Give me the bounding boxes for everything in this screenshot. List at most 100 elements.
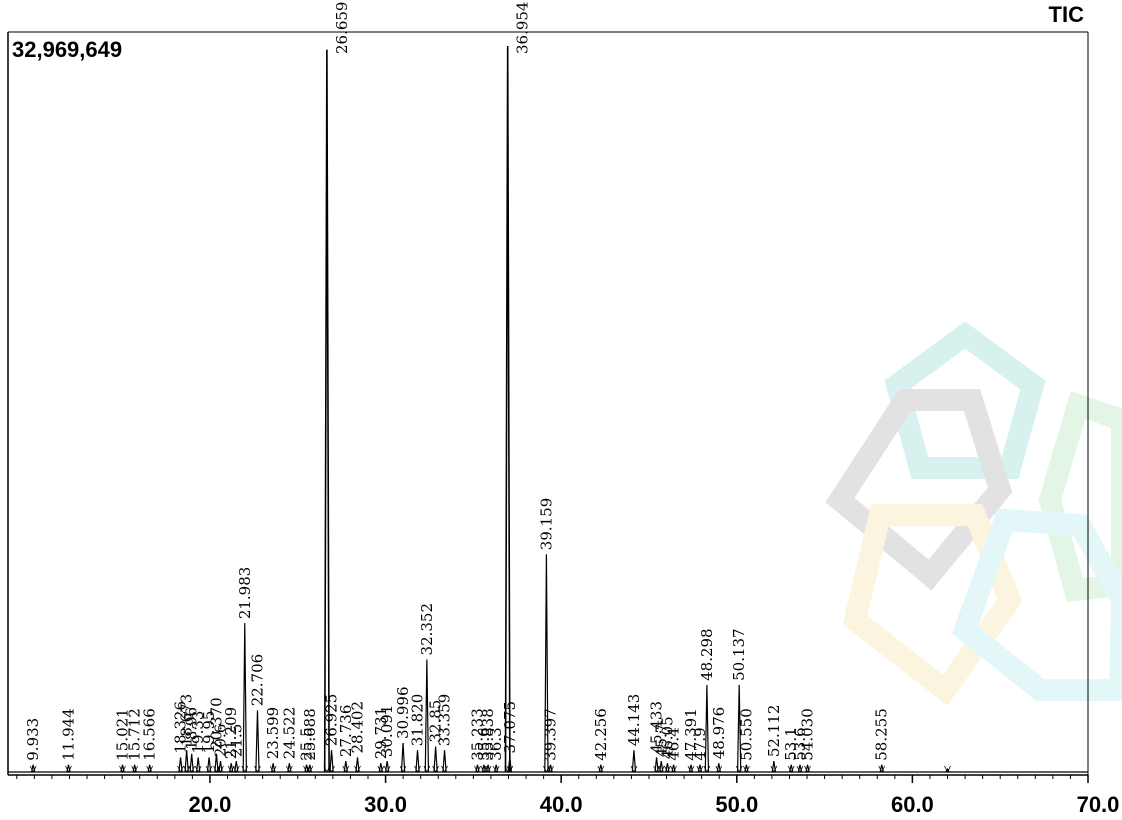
peak: [879, 764, 884, 773]
peak: [797, 764, 803, 773]
peak: [544, 554, 549, 773]
peak-marker: [664, 765, 671, 773]
peak-marker: [205, 765, 213, 773]
peak-label: 54.030: [799, 708, 817, 761]
peak-marker: [597, 765, 605, 773]
peak: [400, 742, 406, 773]
peak-label: 58.255: [873, 708, 891, 761]
tic-trace: [8, 45, 1088, 773]
peak-label: 48.298: [698, 628, 716, 681]
peak-marker: [383, 765, 391, 773]
peak: [424, 659, 430, 773]
peak-label: 50.137: [730, 628, 748, 681]
peak: [716, 763, 721, 773]
x-axis-tick-labels: 20.0 30.0 40.0 50.0 60.0 70.0: [189, 792, 1120, 817]
peak: [688, 764, 694, 773]
peak-marker: [269, 765, 277, 773]
peak: [481, 764, 487, 773]
peak: [665, 763, 670, 773]
peak-marker: [241, 765, 249, 773]
peak-label: 9.933: [24, 718, 42, 761]
peak-marker: [414, 765, 421, 773]
peak: [323, 49, 330, 773]
peak-label: 18.326: [172, 701, 190, 754]
peak-label: 21.5: [227, 724, 245, 757]
peak: [218, 761, 223, 773]
peak-label: 23.599: [264, 707, 282, 760]
peak-marker: [217, 765, 224, 773]
peak: [789, 764, 794, 773]
peak: [805, 764, 810, 773]
peak-label: 11.944: [59, 708, 77, 761]
peak-marker: [796, 765, 804, 773]
peak-marker: [227, 765, 235, 773]
peak-marker: [944, 765, 951, 773]
peak: [270, 763, 276, 773]
peak-label: 21.983: [236, 567, 254, 620]
x-tick-label: 60.0: [891, 792, 934, 817]
peak: [184, 750, 189, 773]
peak: [343, 761, 348, 773]
peak: [307, 764, 313, 773]
peak-label: 15.712: [126, 708, 144, 761]
peak-marker: [377, 765, 385, 773]
peak: [189, 753, 194, 773]
peak-label: 45.433: [648, 701, 666, 754]
peak-marker: [254, 765, 261, 773]
peak-marker: [194, 765, 202, 773]
x-tick-label: 20.0: [189, 792, 232, 817]
peak-marker: [770, 765, 778, 773]
peak: [659, 761, 664, 773]
peak: [485, 764, 491, 773]
peak-marker: [323, 765, 331, 773]
peak-label: 20.370: [207, 697, 225, 750]
peak-label: 50.550: [737, 708, 755, 761]
peak: [598, 764, 603, 773]
peak-label: 16.566: [141, 708, 159, 761]
peak: [433, 746, 438, 773]
peak: [287, 763, 292, 773]
peak-label: 52.112: [765, 705, 783, 758]
peak-label: 32.352: [418, 603, 436, 656]
peak-label: 32.85: [427, 700, 445, 743]
peak-marker: [441, 765, 448, 773]
peak-marker: [177, 765, 184, 773]
peak: [329, 750, 334, 773]
peak-marker: [131, 765, 139, 773]
peak: [242, 623, 247, 773]
peak: [120, 764, 125, 773]
peak-label: 53.6: [791, 727, 809, 760]
max-intensity-label: 32,969,649: [12, 37, 122, 62]
peak: [214, 753, 219, 773]
peak: [66, 764, 71, 773]
peak: [228, 763, 234, 773]
peak: [704, 684, 710, 773]
x-tick-label: 50.0: [715, 792, 758, 817]
peak-label: 35.233: [468, 708, 486, 761]
peak-marker: [146, 765, 154, 773]
peak-label: 19.33: [189, 711, 207, 754]
peak: [178, 757, 183, 773]
peak: [378, 763, 384, 773]
peak-marker: [232, 765, 240, 773]
peak-marker: [743, 765, 750, 773]
x-tick-label: 30.0: [364, 792, 407, 817]
peak: [475, 764, 480, 773]
peak: [494, 764, 499, 773]
peak: [736, 684, 742, 773]
peak-marker: [328, 765, 335, 773]
peak-label: 20.6: [211, 724, 229, 757]
peak-marker: [804, 765, 811, 773]
peak-label: 35.838: [479, 708, 497, 761]
peak-marker: [306, 765, 314, 773]
peak: [697, 764, 703, 773]
peak-label: 28.402: [348, 701, 366, 754]
peak-marker: [715, 765, 723, 773]
peak-marker: [286, 765, 293, 773]
peak-marker: [183, 765, 191, 773]
peak-marker: [657, 765, 665, 773]
peak-label: 30.996: [394, 686, 412, 739]
peak-label: 48.976: [710, 707, 728, 760]
peak-marker: [504, 765, 512, 773]
